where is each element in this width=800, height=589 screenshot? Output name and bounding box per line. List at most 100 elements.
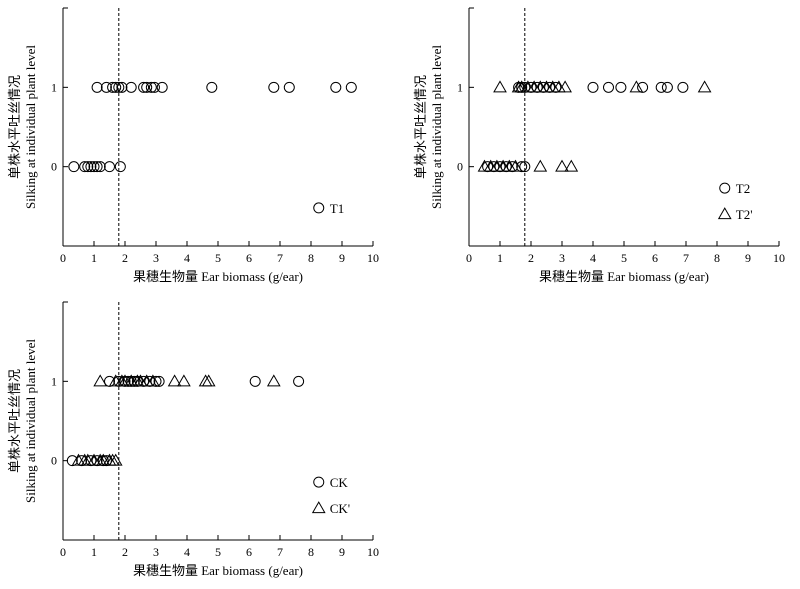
x-tick-label: 9 bbox=[339, 251, 345, 265]
data-point bbox=[141, 81, 153, 93]
data-point bbox=[93, 374, 108, 387]
x-tick-label: 10 bbox=[367, 251, 379, 265]
series-ck-prime bbox=[71, 374, 281, 466]
y-tick-label: 1 bbox=[457, 80, 463, 94]
x-axis-title: 果穗生物量 Ear biomass (g/ear) bbox=[133, 563, 303, 578]
data-point bbox=[66, 455, 78, 467]
data-point bbox=[201, 374, 216, 387]
x-tick-label: 4 bbox=[184, 545, 190, 559]
data-point bbox=[564, 159, 579, 172]
data-point bbox=[156, 81, 168, 93]
legend-label: CK' bbox=[330, 501, 350, 516]
data-point bbox=[91, 161, 103, 173]
x-tick-label: 8 bbox=[714, 251, 720, 265]
data-point bbox=[79, 161, 91, 173]
x-tick-label: 9 bbox=[339, 545, 345, 559]
legend-label: T2' bbox=[736, 207, 753, 222]
legend-label: T1 bbox=[330, 201, 344, 216]
data-point bbox=[114, 161, 126, 173]
x-tick-label: 7 bbox=[277, 545, 283, 559]
data-point bbox=[100, 81, 112, 93]
series-ck bbox=[66, 375, 305, 467]
data-point bbox=[88, 161, 100, 173]
data-point bbox=[493, 80, 507, 93]
x-tick-label: 6 bbox=[246, 545, 252, 559]
x-tick-label: 8 bbox=[308, 251, 314, 265]
data-point bbox=[293, 375, 305, 387]
data-point bbox=[116, 81, 128, 93]
x-tick-label: 7 bbox=[277, 251, 283, 265]
legend-label: T2 bbox=[736, 181, 750, 196]
y-tick-label: 1 bbox=[51, 80, 57, 94]
y-axis-title-cn: 单株水平吐丝情况 bbox=[7, 75, 22, 179]
data-point bbox=[167, 374, 182, 387]
x-tick-label: 5 bbox=[215, 545, 221, 559]
data-point bbox=[330, 81, 342, 93]
x-tick-label: 0 bbox=[60, 251, 66, 265]
y-axis-title-cn: 单株水平吐丝情况 bbox=[7, 369, 22, 473]
x-tick-label: 8 bbox=[308, 545, 314, 559]
data-point bbox=[637, 81, 649, 93]
data-point bbox=[145, 81, 157, 93]
legend-label: CK bbox=[330, 475, 349, 490]
data-point bbox=[283, 81, 295, 93]
x-tick-label: 6 bbox=[246, 251, 252, 265]
x-tick-label: 6 bbox=[652, 251, 658, 265]
series-t2-prime bbox=[477, 80, 712, 172]
chart-panel-2: 0 1 2 3 4 5 6 7 8 9 10 0 1 果穗生物量 Ear biomass (g/ear) 单… bbox=[413, 7, 785, 284]
x-tick-label: 7 bbox=[683, 251, 689, 265]
data-point bbox=[177, 374, 191, 387]
x-tick-label: 1 bbox=[91, 251, 97, 265]
data-point bbox=[697, 80, 712, 93]
x-tick-label: 5 bbox=[621, 251, 627, 265]
data-point bbox=[82, 161, 94, 173]
x-tick-label: 3 bbox=[153, 251, 159, 265]
data-point bbox=[94, 161, 106, 173]
data-point bbox=[587, 81, 599, 93]
legend-marker bbox=[311, 501, 326, 514]
y-axis-title-en: Silking at individual plant level bbox=[23, 45, 38, 209]
chart-panel-1: 0 1 2 3 4 5 6 7 8 9 10 0 1 果穗生物量 Ear biomass (g/ear) 单… bbox=[7, 7, 379, 284]
x-tick-label: 0 bbox=[466, 251, 472, 265]
data-point bbox=[615, 81, 627, 93]
data-point bbox=[629, 80, 644, 93]
data-point bbox=[555, 159, 569, 172]
y-tick-label: 0 bbox=[457, 160, 463, 174]
data-point bbox=[148, 81, 160, 93]
data-point bbox=[107, 81, 119, 93]
data-point bbox=[146, 374, 160, 387]
y-tick-label: 0 bbox=[51, 454, 57, 468]
x-axis-title: 果穗生物量 Ear biomass (g/ear) bbox=[539, 269, 709, 284]
data-point bbox=[104, 161, 115, 173]
legend-marker bbox=[719, 182, 731, 194]
chart-panel-3: 0 1 2 3 4 5 6 7 8 9 10 0 1 果穗生物量 Ear biomass (g/ear) 单… bbox=[7, 301, 379, 578]
data-point bbox=[677, 81, 689, 93]
x-axis-title: 果穗生物量 Ear biomass (g/ear) bbox=[133, 269, 303, 284]
x-tick-label: 3 bbox=[153, 545, 159, 559]
y-axis-title-cn: 单株水平吐丝情况 bbox=[413, 75, 428, 179]
data-point bbox=[603, 81, 614, 93]
data-point bbox=[533, 159, 548, 172]
x-tick-label: 2 bbox=[122, 251, 128, 265]
data-point bbox=[268, 81, 280, 93]
y-tick-label: 0 bbox=[51, 160, 57, 174]
y-axis-title-en: Silking at individual plant level bbox=[429, 45, 444, 209]
data-point bbox=[125, 81, 137, 93]
x-tick-label: 5 bbox=[215, 251, 221, 265]
x-tick-label: 1 bbox=[497, 251, 503, 265]
data-point bbox=[206, 81, 218, 93]
series-t2 bbox=[482, 81, 689, 173]
legend-marker bbox=[313, 202, 325, 214]
x-tick-label: 10 bbox=[773, 251, 785, 265]
data-point bbox=[68, 161, 80, 173]
data-point bbox=[249, 375, 261, 387]
y-axis-title-en: Silking at individual plant level bbox=[23, 339, 38, 503]
data-point bbox=[558, 80, 572, 93]
x-tick-label: 10 bbox=[367, 545, 379, 559]
data-point bbox=[113, 81, 125, 93]
data-point bbox=[345, 81, 357, 93]
x-tick-label: 0 bbox=[60, 545, 66, 559]
data-point bbox=[85, 161, 97, 173]
data-point bbox=[655, 81, 667, 93]
